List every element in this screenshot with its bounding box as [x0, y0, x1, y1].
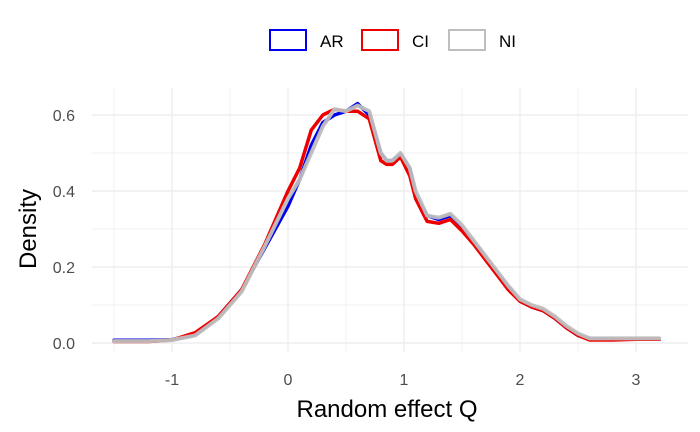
grid — [92, 88, 688, 352]
series-line-ni — [112, 103, 662, 344]
legend-label-ar: AR — [320, 32, 344, 51]
x-tick-label: 0 — [284, 372, 293, 389]
legend: AR CI NI — [269, 29, 516, 51]
legend-key-ni — [448, 29, 486, 51]
series-line-ci — [112, 107, 661, 344]
x-axis-title: Random effect Q — [297, 396, 478, 423]
x-tick-label: 3 — [632, 372, 641, 389]
legend-key-ar — [269, 29, 307, 51]
x-tick-label: -1 — [165, 372, 179, 389]
x-tick-label: 2 — [516, 372, 525, 389]
legend-label-ci: CI — [412, 32, 429, 51]
axes: -1 0 1 2 3 0.0 0.2 0.4 0.6 — [53, 108, 641, 389]
y-axis-title: Density — [15, 189, 42, 269]
legend-key-ci — [361, 29, 399, 51]
y-tick-label: 0.6 — [53, 108, 75, 125]
legend-label-ni: NI — [499, 32, 516, 51]
x-tick-label: 1 — [400, 372, 409, 389]
y-tick-label: 0.0 — [53, 336, 75, 353]
y-tick-label: 0.2 — [53, 260, 75, 277]
series-lines — [112, 101, 662, 344]
y-tick-label: 0.4 — [53, 184, 75, 201]
